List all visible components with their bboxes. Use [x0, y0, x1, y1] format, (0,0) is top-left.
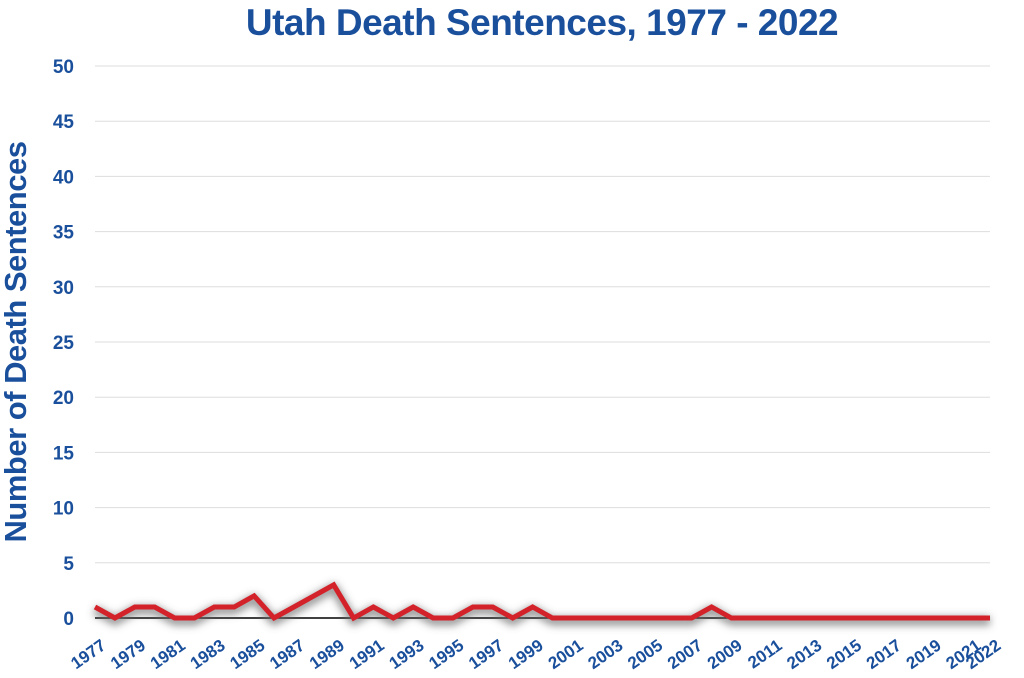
- y-axis-ticks: 0 5 10 15 20 25 30 35 40 45 50: [53, 57, 75, 630]
- data-point-1985: [252, 593, 257, 598]
- data-point-1993: [411, 604, 416, 609]
- x-tick-label: 1991: [346, 636, 388, 673]
- data-point-1999: [530, 604, 535, 609]
- data-point-1990: [351, 616, 356, 621]
- y-tick-label: 0: [63, 609, 74, 630]
- y-tick-label: 50: [53, 57, 74, 78]
- data-point-1997: [490, 604, 495, 609]
- data-point-2021: [968, 616, 973, 621]
- data-point-2008: [709, 604, 714, 609]
- x-tick-label: 1995: [425, 636, 467, 673]
- data-point-1986: [272, 616, 277, 621]
- x-tick-label: 1985: [227, 636, 269, 673]
- chart-title: Utah Death Sentences, 1977 - 2022: [245, 2, 839, 43]
- x-tick-label: 1997: [465, 636, 507, 673]
- data-point-1989: [331, 582, 336, 587]
- data-point-1979: [132, 604, 137, 609]
- data-point-1977: [93, 604, 98, 609]
- x-tick-label: 1989: [306, 636, 348, 673]
- x-tick-label: 1993: [386, 636, 428, 673]
- data-point-2003: [610, 616, 615, 621]
- series-line-shadow: [92, 583, 990, 626]
- y-tick-label: 15: [53, 443, 75, 464]
- data-point-2016: [868, 616, 873, 621]
- y-tick-label: 35: [53, 223, 75, 244]
- data-point-2009: [729, 616, 734, 621]
- y-tick-label: 25: [53, 333, 75, 354]
- x-tick-label: 1983: [187, 636, 229, 673]
- data-point-2022: [988, 616, 993, 621]
- data-point-2006: [669, 616, 674, 621]
- x-tick-label: 2009: [704, 636, 746, 673]
- data-point-2017: [888, 616, 893, 621]
- y-tick-label: 5: [63, 554, 74, 575]
- data-point-2005: [649, 616, 654, 621]
- y-tick-label: 20: [53, 388, 74, 409]
- data-point-1980: [152, 604, 157, 609]
- x-tick-label: 2001: [545, 636, 587, 673]
- data-point-2007: [689, 616, 694, 621]
- data-point-1984: [232, 604, 237, 609]
- data-point-1983: [212, 604, 217, 609]
- data-point-2020: [948, 616, 953, 621]
- x-tick-label: 2003: [585, 636, 627, 673]
- x-tick-label: 1981: [147, 636, 189, 673]
- data-point-2000: [550, 616, 555, 621]
- data-point-1998: [510, 616, 515, 621]
- data-point-1996: [470, 604, 475, 609]
- data-point-2010: [749, 616, 754, 621]
- data-point-2014: [828, 616, 833, 621]
- data-point-2018: [908, 616, 913, 621]
- data-point-2015: [848, 616, 853, 621]
- data-point-1981: [172, 616, 177, 621]
- x-tick-label: 2015: [823, 636, 865, 673]
- x-tick-label: 2011: [744, 636, 785, 673]
- x-tick-label: 1987: [266, 636, 308, 673]
- x-tick-label: 2013: [783, 636, 825, 673]
- x-tick-label: 2019: [903, 636, 945, 673]
- y-tick-label: 10: [53, 499, 74, 520]
- data-point-2013: [809, 616, 814, 621]
- data-point-1992: [391, 616, 396, 621]
- x-tick-label: 1999: [505, 636, 547, 673]
- data-point-1987: [291, 604, 296, 609]
- data-point-2004: [630, 616, 635, 621]
- data-point-2011: [769, 616, 774, 621]
- x-axis-ticks: 1977197919811983198519871989199119931995…: [67, 636, 1004, 673]
- data-point-1991: [371, 604, 376, 609]
- data-point-1988: [311, 593, 316, 598]
- gridlines: [95, 65, 990, 619]
- data-point-2012: [789, 616, 794, 621]
- series-group: [92, 581, 993, 626]
- x-tick-label: 1977: [67, 636, 109, 673]
- y-tick-label: 45: [53, 112, 75, 133]
- x-tick-label: 2007: [664, 636, 706, 673]
- data-point-1995: [451, 616, 456, 621]
- x-tick-label: 1979: [107, 636, 149, 673]
- x-tick-label: 2017: [863, 636, 905, 673]
- series-line: [93, 581, 990, 622]
- data-point-2019: [928, 616, 933, 621]
- y-tick-label: 40: [53, 167, 74, 188]
- data-point-2001: [570, 616, 575, 621]
- y-tick-label: 30: [53, 278, 74, 299]
- data-point-2002: [590, 616, 595, 621]
- data-point-1994: [431, 616, 436, 621]
- data-point-1982: [192, 616, 197, 621]
- x-tick-label: 2005: [624, 636, 666, 673]
- data-point-1978: [112, 616, 117, 621]
